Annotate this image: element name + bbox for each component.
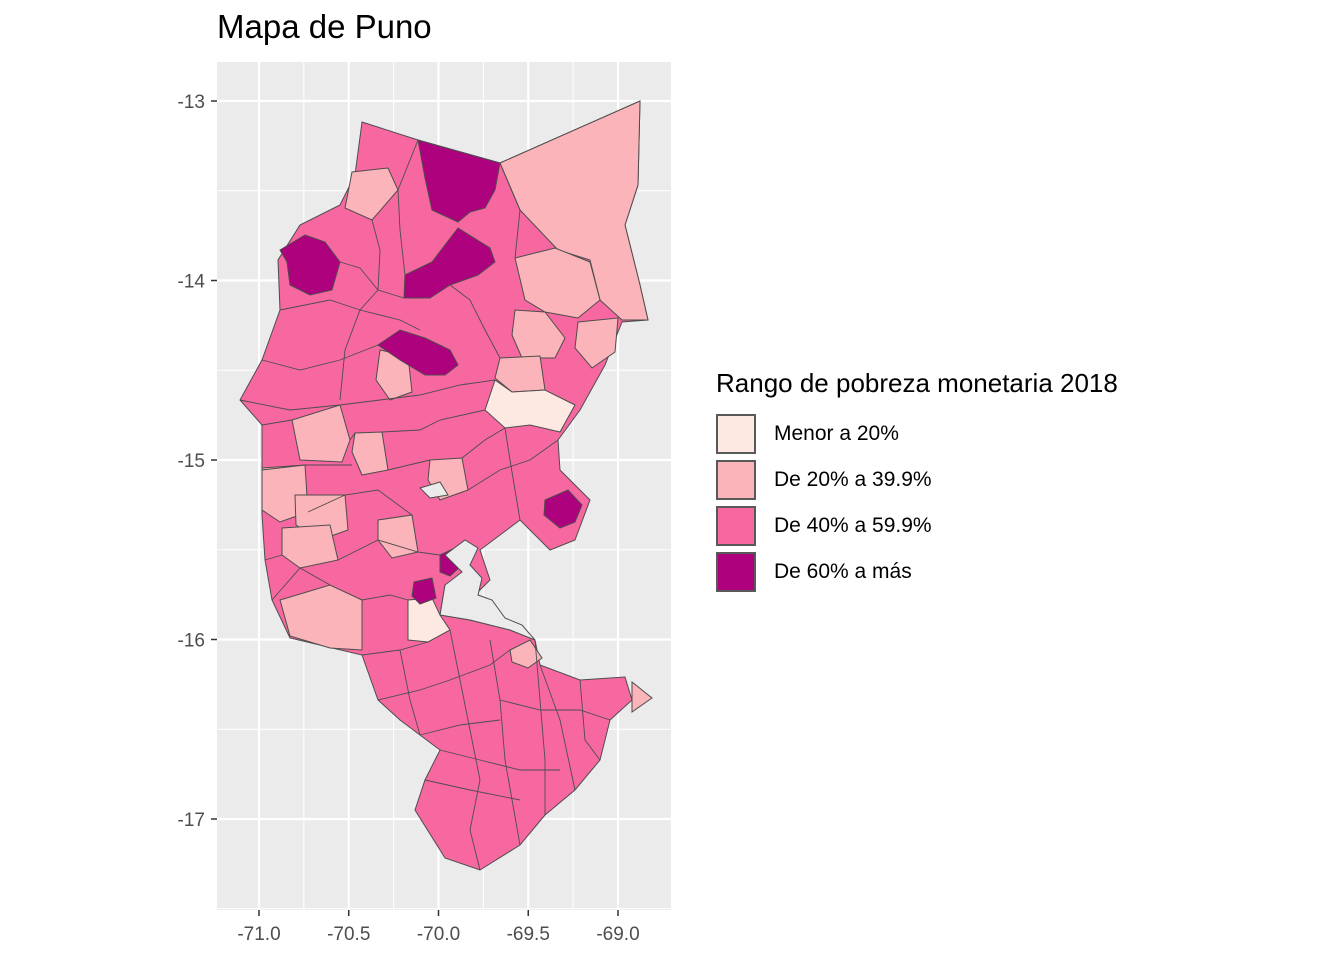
region-high-4 [377, 329, 459, 376]
region-northwest [344, 167, 399, 221]
region-center-2 [351, 431, 389, 476]
legend-key [716, 506, 756, 546]
region-east-2 [511, 309, 566, 359]
x-axis: -71.0 -70.5 -70.0 -69.5 -69.0 [237, 910, 640, 945]
legend-label: De 60% a más [774, 560, 912, 583]
legend-key [716, 552, 756, 592]
legend-label: Menor a 20% [774, 422, 899, 445]
legend: Rango de pobreza monetaria 2018 Menor a … [716, 368, 1118, 595]
region-high-3 [279, 234, 341, 296]
y-tick-label: -13 [178, 92, 205, 113]
y-tick-label: -16 [178, 631, 205, 652]
map-regions [239, 100, 653, 871]
x-tick-label: -69.0 [596, 924, 639, 945]
region-east-3 [574, 317, 619, 369]
region-west-1 [291, 404, 351, 463]
district-borders [239, 139, 611, 871]
legend-item: De 20% a 39.9% [716, 457, 1118, 503]
region-northeast [499, 100, 649, 321]
x-tick-label: -71.0 [237, 924, 280, 945]
region-east-1 [514, 247, 601, 319]
legend-item: De 40% a 59.9% [716, 503, 1118, 549]
x-tick-label: -70.5 [327, 924, 370, 945]
region-southeast-small [509, 639, 543, 669]
legend-title: Rango de pobreza monetaria 2018 [716, 368, 1118, 398]
region-far-east [631, 680, 653, 713]
x-tick-label: -70.0 [417, 924, 460, 945]
lake-inlet [419, 481, 449, 499]
region-low-1 [484, 379, 576, 433]
region-high-7 [411, 577, 437, 605]
y-axis: -13 -14 -15 -16 -17 [178, 92, 217, 831]
x-tick-label: -69.5 [507, 924, 550, 945]
legend-item: De 60% a más [716, 549, 1118, 595]
chart-title: Mapa de Puno [217, 8, 432, 45]
legend-item: Menor a 20% [716, 411, 1118, 457]
legend-key [716, 460, 756, 500]
legend-label: De 20% a 39.9% [774, 468, 932, 491]
region-south-1 [281, 524, 339, 569]
region-high-2 [403, 227, 496, 299]
y-tick-label: -15 [178, 451, 205, 472]
y-tick-label: -17 [178, 810, 205, 831]
region-high-5 [543, 489, 583, 529]
lake-titicaca [439, 539, 536, 641]
legend-key [716, 414, 756, 454]
region-center-3 [377, 514, 419, 559]
legend-label: De 40% a 59.9% [774, 514, 932, 537]
y-tick-label: -14 [178, 272, 206, 293]
region-high-1 [417, 139, 501, 223]
